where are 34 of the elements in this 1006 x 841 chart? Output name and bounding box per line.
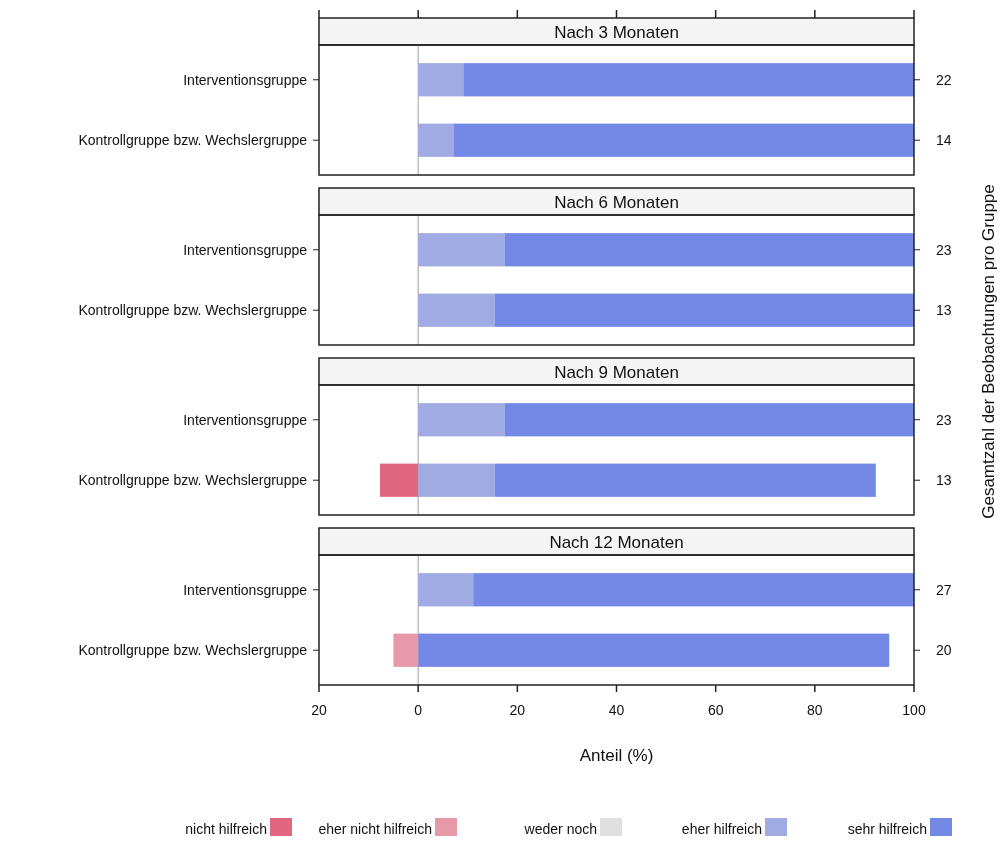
text: 27 — [936, 581, 952, 598]
x-tick-label: 60 — [707, 702, 724, 718]
y-tick-label: Interventionsgruppe — [183, 581, 308, 598]
x-axis-title: Anteil (%) — [579, 746, 654, 765]
chart-title: Nach 3 Monaten — [554, 22, 679, 42]
legend-label: weder noch — [523, 821, 597, 837]
legend-label: nicht hilfreich — [185, 821, 267, 837]
y-tick-label: Interventionsgruppe — [183, 71, 308, 88]
x-tick-label: 20 — [311, 702, 327, 718]
legend-label: eher hilfreich — [681, 821, 762, 837]
y-tick-label: Kontrollgruppe bzw. Wechslergruppe — [78, 132, 308, 149]
chart-title: Nach 12 Monaten — [549, 532, 684, 552]
y-tick-label: Interventionsgruppe — [183, 241, 308, 258]
y-tick-label: Interventionsgruppe — [183, 411, 308, 428]
text: 23 — [936, 241, 952, 258]
x-tick-label: 20 — [509, 702, 526, 718]
legend-label: eher nicht hilfreich — [318, 821, 432, 837]
text: 22 — [936, 71, 952, 88]
chart-title: Nach 6 Monaten — [554, 192, 679, 212]
y-tick-label: Kontrollgruppe bzw. Wechslergruppe — [78, 472, 308, 489]
x-tick-label: 100 — [902, 702, 926, 718]
x-tick-label: 80 — [807, 702, 823, 718]
text: 23 — [936, 411, 952, 428]
y-tick-label: Kontrollgruppe bzw. Wechslergruppe — [78, 302, 308, 319]
text: 20 — [936, 642, 952, 659]
y-tick-label: Kontrollgruppe bzw. Wechslergruppe — [78, 642, 308, 659]
text: 14 — [936, 132, 952, 149]
text: 13 — [936, 302, 952, 319]
y2-axis-title: Gesamtzahl der Beobachtungen pro Gruppe — [979, 184, 998, 519]
text: 13 — [936, 472, 952, 489]
chart-title: Nach 9 Monaten — [554, 362, 679, 382]
legend-label: sehr hilfreich — [847, 821, 927, 837]
x-tick-label: 40 — [608, 702, 625, 718]
x-tick-label: 0 — [414, 702, 423, 718]
